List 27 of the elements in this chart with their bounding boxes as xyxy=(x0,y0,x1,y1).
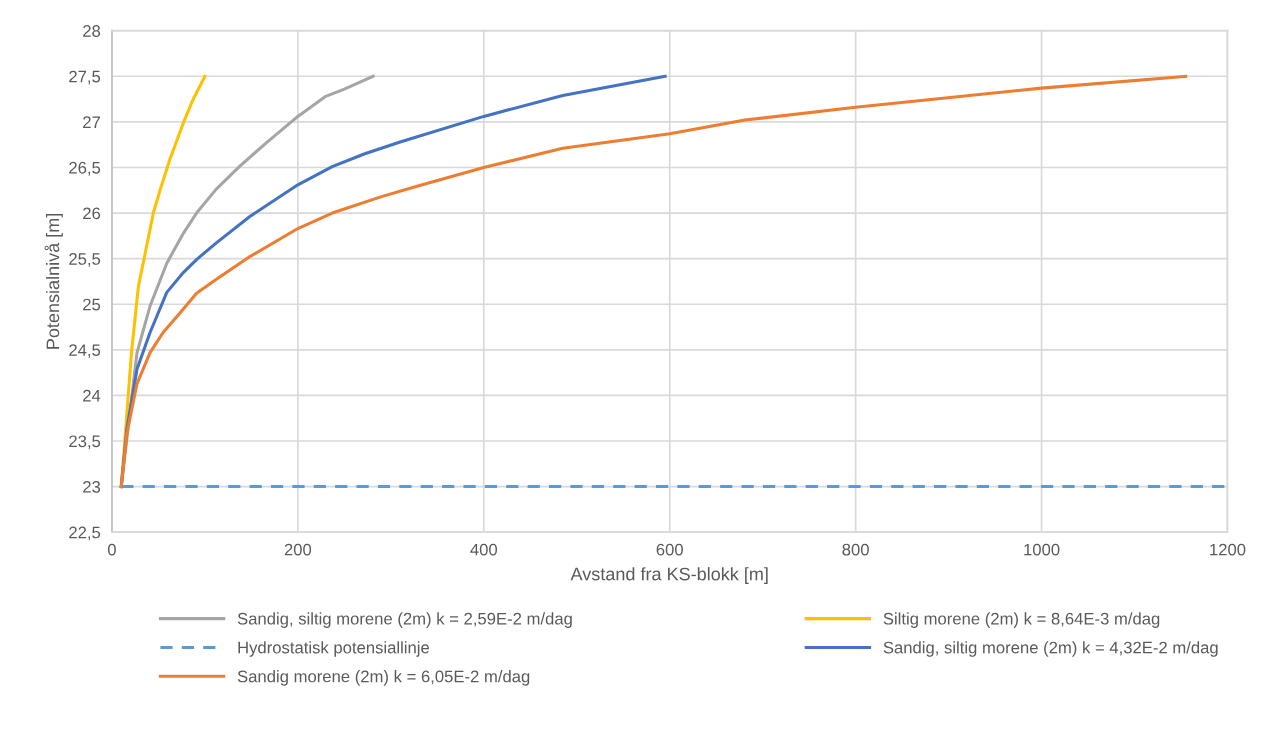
legend-label: Sandig morene (2m) k = 6,05E-2 m/dag xyxy=(237,670,530,686)
y-tick-label: 22,5 xyxy=(69,526,101,541)
y-tick-label: 28 xyxy=(83,25,101,37)
x-tick-label: 400 xyxy=(470,543,498,556)
line-series xyxy=(119,74,1188,489)
y-tick-label: 24 xyxy=(83,389,101,402)
y-tick-label: 23,5 xyxy=(69,435,101,450)
y-tick-label: 24,5 xyxy=(69,344,101,358)
x-tick-label: 1200 xyxy=(1210,543,1246,556)
y-axis-title: Potensialnivå [m] xyxy=(44,213,63,349)
y-tick-label: 26 xyxy=(83,207,101,220)
legend-label: Sandig, siltig morene (2m) k = 4,32E-2 m/dag xyxy=(883,641,1218,657)
y-tick-label: 27 xyxy=(83,116,100,128)
y-tick-label: 25,5 xyxy=(69,253,101,267)
x-axis-title: Avstand fra KS-blokk [m] xyxy=(570,567,768,584)
y-tick-label: 25 xyxy=(83,298,101,311)
y-tick-label: 23 xyxy=(83,480,101,493)
legend-label: Hydrostatisk potensiallinje xyxy=(238,641,430,657)
x-tick-label: 800 xyxy=(842,543,869,556)
y-tick-label: 27,5 xyxy=(69,70,101,85)
x-tick-label: 200 xyxy=(284,543,312,556)
x-tick-label: 1000 xyxy=(1024,543,1060,556)
y-tick-label: 26,5 xyxy=(69,161,101,176)
x-tick-label: 600 xyxy=(656,543,683,556)
x-tick-label: 0 xyxy=(107,543,116,556)
legend-label: Siltig morene (2m) k = 8,64E-3 m/dag xyxy=(883,612,1160,628)
legend-label: Sandig, siltig morene (2m) k = 2,59E-2 m/dag xyxy=(237,612,572,628)
